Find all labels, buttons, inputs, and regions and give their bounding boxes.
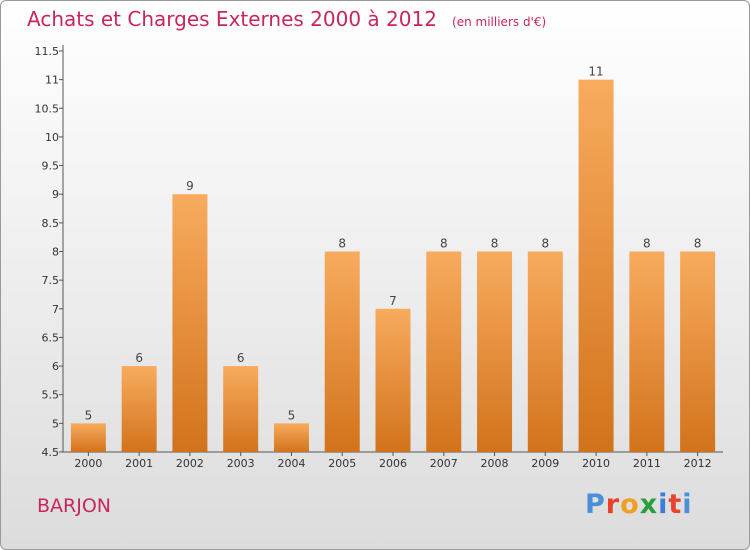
proxiti-logo: Proxiti <box>585 489 693 520</box>
y-tick-label: 4.5 <box>42 446 60 459</box>
bar-2012 <box>680 251 716 452</box>
y-tick-label: 6.5 <box>42 331 60 344</box>
value-label-2002: 9 <box>186 179 194 193</box>
y-tick-label: 5.5 <box>42 389 60 402</box>
y-tick-label: 11 <box>45 74 59 87</box>
y-tick-label: 6 <box>52 360 59 373</box>
logo-letter: i <box>658 489 669 520</box>
y-tick-label: 9 <box>52 188 59 201</box>
value-label-2009: 8 <box>541 237 549 251</box>
value-label-2000: 5 <box>85 408 93 422</box>
chart-title: Achats et Charges Externes 2000 à 2012 <box>27 7 437 31</box>
value-label-2010: 11 <box>588 65 603 79</box>
y-tick-label: 8 <box>52 246 59 259</box>
x-tick-label: 2008 <box>481 457 509 470</box>
bar-2010 <box>578 79 614 453</box>
bar-2005 <box>324 251 360 452</box>
logo-letter: t <box>668 489 683 520</box>
x-tick-label: 2000 <box>74 457 102 470</box>
title-row: Achats et Charges Externes 2000 à 2012 (… <box>27 7 546 31</box>
x-tick-label: 2005 <box>328 457 356 470</box>
y-tick-label: 7.5 <box>42 274 60 287</box>
y-tick-label: 5 <box>52 417 59 430</box>
value-label-2012: 8 <box>694 237 702 251</box>
value-label-2006: 7 <box>389 294 397 308</box>
bar-2011 <box>629 251 665 452</box>
bar-2009 <box>527 251 563 452</box>
bar-2001 <box>121 366 157 452</box>
bar-2008 <box>477 251 513 452</box>
logo-letter: P <box>585 489 606 520</box>
value-label-2011: 8 <box>643 237 651 251</box>
bar-2004 <box>273 423 309 452</box>
bar-2003 <box>223 366 259 452</box>
value-label-2003: 6 <box>237 351 245 365</box>
x-tick-label: 2012 <box>684 457 712 470</box>
y-tick-label: 8.5 <box>42 217 60 230</box>
x-tick-label: 2003 <box>227 457 255 470</box>
logo-letter: o <box>620 489 640 520</box>
x-tick-label: 2002 <box>176 457 204 470</box>
x-tick-label: 2007 <box>430 457 458 470</box>
bar-2007 <box>426 251 462 452</box>
value-label-2001: 6 <box>135 351 143 365</box>
value-label-2005: 8 <box>338 237 346 251</box>
x-tick-label: 2010 <box>582 457 610 470</box>
x-tick-label: 2009 <box>531 457 559 470</box>
value-label-2008: 8 <box>491 237 499 251</box>
y-tick-label: 10.5 <box>35 102 60 115</box>
value-label-2007: 8 <box>440 237 448 251</box>
logo-letter: i <box>682 489 693 520</box>
bar-2000 <box>70 423 106 452</box>
chart-unit: (en milliers d'€) <box>452 15 547 29</box>
commune-name: BARJON <box>37 495 112 517</box>
logo-letter: r <box>605 489 621 520</box>
x-tick-label: 2006 <box>379 457 407 470</box>
y-tick-label: 11.5 <box>35 45 60 58</box>
y-tick-label: 9.5 <box>42 160 60 173</box>
bar-2006 <box>375 308 411 452</box>
logo-letter: x <box>639 489 659 520</box>
value-label-2004: 5 <box>288 408 296 422</box>
x-tick-label: 2004 <box>277 457 305 470</box>
x-tick-label: 2011 <box>633 457 661 470</box>
y-tick-label: 7 <box>52 303 59 316</box>
x-axis: 2000 2001 2002 2003 2004 2005 2006 2007 2008 2009… <box>63 451 723 470</box>
bars: 5 6 9 6 5 8 7 8 8 8 11 8 8 <box>70 65 716 453</box>
x-tick-label: 2001 <box>125 457 153 470</box>
y-axis: 4.5 5 5.5 6 6.5 7 7.5 8 8.5 9 9.5 10 10.5 11 11.5 <box>35 45 64 459</box>
bar-2002 <box>172 194 208 452</box>
y-tick-label: 10 <box>45 131 59 144</box>
